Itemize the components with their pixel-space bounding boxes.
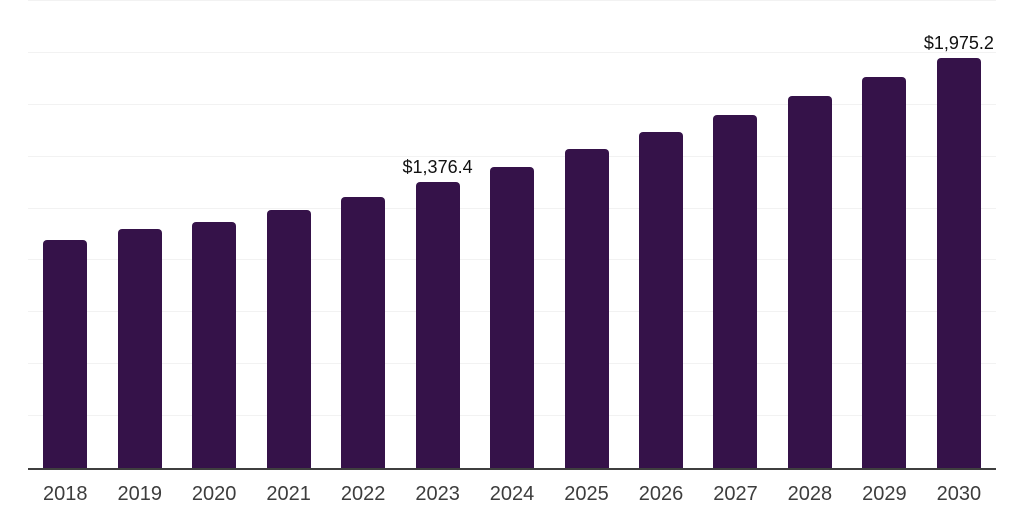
bar-2019 xyxy=(117,229,162,468)
bar-2024 xyxy=(490,166,535,468)
x-tick-2019: 2019 xyxy=(117,483,162,505)
x-tick-2018: 2018 xyxy=(42,483,88,505)
x-tick-2023: 2023 xyxy=(415,483,460,505)
x-tick-2030: 2030 xyxy=(936,483,982,505)
x-tick-2027: 2027 xyxy=(713,483,758,505)
bars-layer: $1,376.4 $1,975.2 xyxy=(28,1,996,468)
bar-slot-2018 xyxy=(28,1,102,468)
gridline-2250 xyxy=(28,0,996,1)
bar-slot-2028 xyxy=(773,1,847,468)
x-tick-2022: 2022 xyxy=(340,483,386,505)
bar-2030 xyxy=(936,58,981,468)
plot-area: $1,376.4 $1,975.2 xyxy=(28,0,996,470)
bar-2020 xyxy=(192,222,237,468)
x-tick-2029: 2029 xyxy=(862,483,907,505)
bar-2026 xyxy=(638,132,683,468)
bar-2029 xyxy=(862,76,907,468)
x-tick-2021: 2021 xyxy=(266,483,311,505)
bar-2028 xyxy=(787,95,832,468)
bar-slot-2029 xyxy=(847,1,921,468)
bar-slot-2021 xyxy=(251,1,325,468)
bar-slot-2023: $1,376.4 xyxy=(400,1,474,468)
bar-slot-2022 xyxy=(326,1,400,468)
gridline-2000 xyxy=(28,51,996,53)
bar-slot-2024 xyxy=(475,1,549,468)
x-tick-2028: 2028 xyxy=(787,483,833,505)
bar-slot-2019 xyxy=(102,1,176,468)
data-label-2023: $1,376.4 xyxy=(402,157,473,178)
x-tick-2024: 2024 xyxy=(489,483,535,505)
bar-2018 xyxy=(43,239,88,468)
bar-2021 xyxy=(266,210,311,468)
gridline-1500 xyxy=(28,155,996,157)
bar-2025 xyxy=(564,149,609,468)
bar-slot-2025 xyxy=(549,1,623,468)
bar-slot-2030: $1,975.2 xyxy=(922,1,996,468)
bar-slot-2026 xyxy=(624,1,698,468)
data-label-2030: $1,975.2 xyxy=(923,33,994,54)
bar-slot-2020 xyxy=(177,1,251,468)
bar-2023 xyxy=(415,182,460,468)
bar-2022 xyxy=(341,196,386,468)
bar-slot-2027 xyxy=(698,1,772,468)
x-tick-2025: 2025 xyxy=(564,483,609,505)
bar-2027 xyxy=(713,114,758,468)
gridline-1750 xyxy=(28,103,996,105)
x-tick-2026: 2026 xyxy=(638,483,684,505)
x-axis-tick-labels: 2018 2019 2020 2021 2022 2023 2024 2025 2026 2027… xyxy=(28,483,996,505)
x-tick-2020: 2020 xyxy=(191,483,237,505)
